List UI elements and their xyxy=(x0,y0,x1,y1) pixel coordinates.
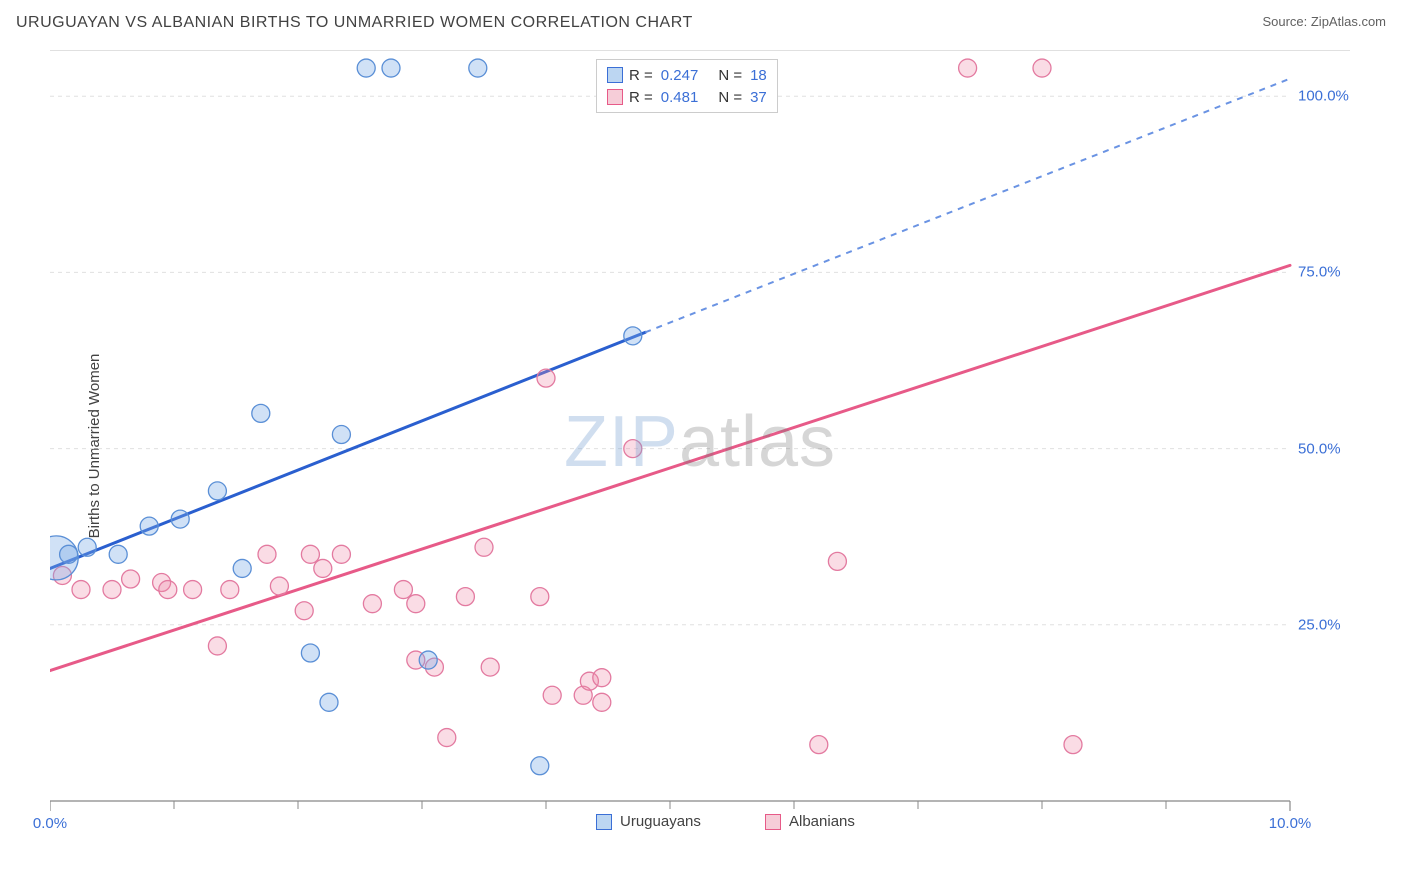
data-point xyxy=(301,644,319,662)
y-tick-label: 50.0% xyxy=(1298,440,1341,457)
data-point xyxy=(357,59,375,77)
legend-row: R = 0.247 N = 18 xyxy=(607,64,767,86)
data-point xyxy=(624,440,642,458)
data-point xyxy=(593,693,611,711)
legend-series-label: Uruguayans xyxy=(620,813,701,830)
legend-r-value: 0.247 xyxy=(661,67,699,84)
legend-swatch xyxy=(765,814,781,830)
data-point xyxy=(78,538,96,556)
data-point xyxy=(314,559,332,577)
legend-r-label: R = xyxy=(629,89,653,106)
y-tick-label: 25.0% xyxy=(1298,616,1341,633)
data-point xyxy=(184,581,202,599)
data-point xyxy=(456,588,474,606)
plot-area: ZIPatlas R =0.247N =18R =0.481N =37 Urug… xyxy=(50,50,1350,840)
data-point xyxy=(159,581,177,599)
data-point xyxy=(103,581,121,599)
legend-series-label: Albanians xyxy=(789,813,855,830)
correlation-legend: R = 0.247 N = 18 R = 0.481 N = 37 xyxy=(596,59,778,113)
data-point xyxy=(1033,59,1051,77)
data-point xyxy=(233,559,251,577)
chart-title: URUGUAYAN VS ALBANIAN BIRTHS TO UNMARRIE… xyxy=(16,14,693,31)
legend-swatch xyxy=(607,67,623,83)
data-point xyxy=(543,686,561,704)
data-point xyxy=(332,545,350,563)
data-point xyxy=(438,729,456,747)
data-point xyxy=(332,426,350,444)
legend-r-label: R = xyxy=(629,67,653,84)
data-point xyxy=(208,482,226,500)
data-point xyxy=(208,637,226,655)
series-legend-uruguayans: Uruguayans xyxy=(596,813,701,830)
data-point xyxy=(382,59,400,77)
data-point xyxy=(122,570,140,588)
data-point xyxy=(531,588,549,606)
data-point xyxy=(221,581,239,599)
data-point xyxy=(140,517,158,535)
data-point xyxy=(171,510,189,528)
data-point xyxy=(60,545,78,563)
data-point xyxy=(481,658,499,676)
data-point xyxy=(537,369,555,387)
y-tick-label: 75.0% xyxy=(1298,264,1341,281)
legend-r-value: 0.481 xyxy=(661,89,699,106)
legend-n-value: 37 xyxy=(750,89,767,106)
data-point xyxy=(407,595,425,613)
chart-svg xyxy=(50,51,1350,841)
data-point xyxy=(1064,736,1082,754)
data-point xyxy=(320,693,338,711)
x-tick-label: 10.0% xyxy=(1269,815,1312,832)
data-point xyxy=(109,545,127,563)
legend-row: R = 0.481 N = 37 xyxy=(607,86,767,108)
source-label: Source: ZipAtlas.com xyxy=(1262,14,1386,29)
data-point xyxy=(363,595,381,613)
data-point xyxy=(270,577,288,595)
data-point xyxy=(531,757,549,775)
legend-swatch xyxy=(596,814,612,830)
data-point xyxy=(593,669,611,687)
data-point xyxy=(301,545,319,563)
legend-n-value: 18 xyxy=(750,67,767,84)
data-point xyxy=(72,581,90,599)
data-point xyxy=(810,736,828,754)
legend-n-label: N = xyxy=(718,67,742,84)
data-point xyxy=(419,651,437,669)
data-point xyxy=(469,59,487,77)
legend-n-label: N = xyxy=(718,89,742,106)
y-tick-label: 100.0% xyxy=(1298,88,1349,105)
data-point xyxy=(828,552,846,570)
data-point xyxy=(394,581,412,599)
data-point xyxy=(475,538,493,556)
data-point xyxy=(295,602,313,620)
data-point xyxy=(258,545,276,563)
data-point xyxy=(252,404,270,422)
data-point xyxy=(624,327,642,345)
x-tick-label: 0.0% xyxy=(33,815,67,832)
legend-swatch xyxy=(607,89,623,105)
series-legend-albanians: Albanians xyxy=(765,813,855,830)
data-point xyxy=(959,59,977,77)
